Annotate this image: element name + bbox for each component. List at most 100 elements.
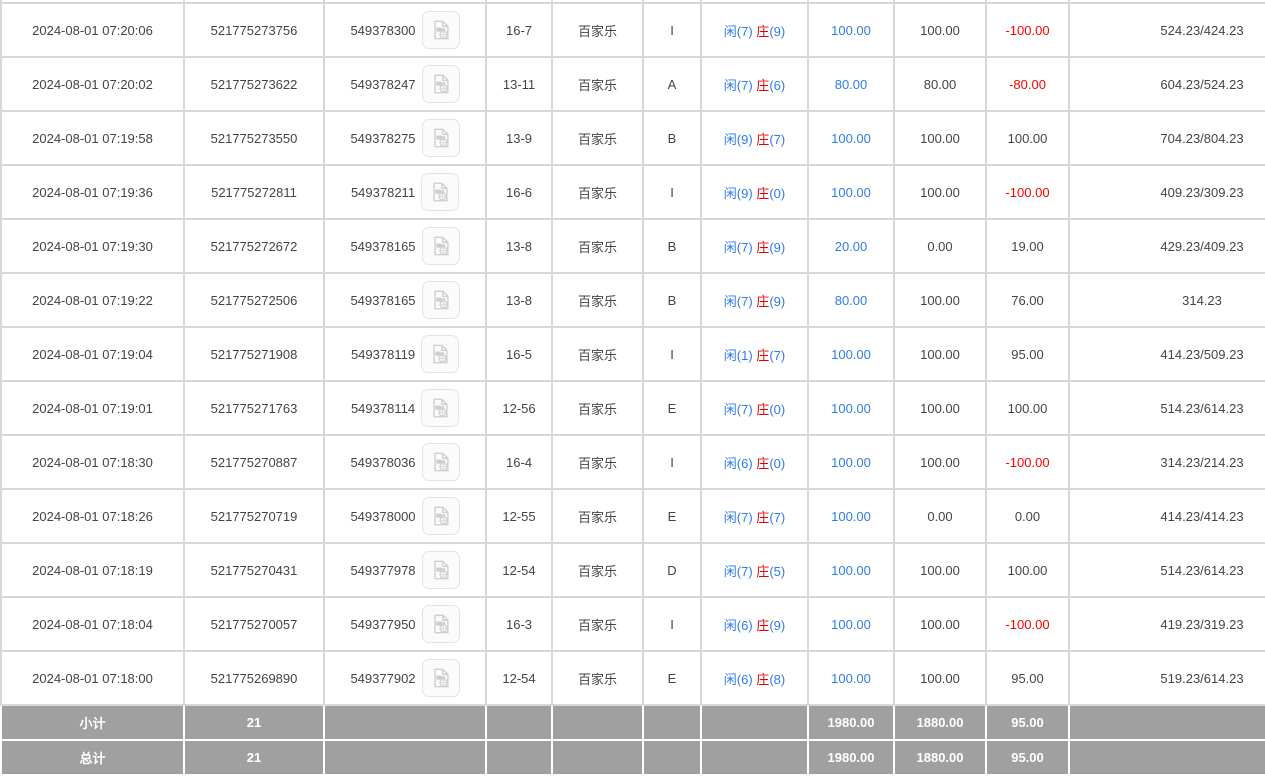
- bet-amount-link[interactable]: 100.00: [831, 616, 871, 632]
- result-cell: 闲(7) 庄(6): [702, 58, 807, 110]
- bet-amount-link[interactable]: 100.00: [831, 130, 871, 146]
- bet-amount-link[interactable]: 100.00: [831, 400, 871, 416]
- banker-result-label: 庄: [752, 239, 770, 255]
- balance-cell: 314.23/214.23: [1070, 436, 1265, 488]
- game-type-cell: 百家乐: [553, 4, 642, 56]
- round-id-text: 549377950: [350, 616, 416, 632]
- bet-amount-link[interactable]: 100.00: [831, 22, 871, 38]
- game-type-cell: 百家乐: [553, 490, 642, 542]
- banker-result-value: (9): [769, 239, 786, 255]
- record-row: 2024-08-01 07:18:04 521775270057 549377950…: [2, 598, 1265, 650]
- group-cell: B: [644, 112, 700, 164]
- bet-amount-cell: 100.00: [809, 490, 893, 542]
- round-id-text: 549377902: [350, 670, 416, 686]
- round-id-cell: 549377978: [325, 544, 485, 596]
- record-row: 2024-08-01 07:18:26 521775270719 549378000…: [2, 490, 1265, 542]
- bet-id-cell: 521775272811: [185, 166, 323, 218]
- valid-amount-cell: 0.00: [895, 220, 985, 272]
- valid-amount-cell: 100.00: [895, 328, 985, 380]
- bet-time-cell: 2024-08-01 07:20:06: [2, 4, 183, 56]
- bet-id-cell: 521775271908: [185, 328, 323, 380]
- valid-amount-cell: 80.00: [895, 58, 985, 110]
- video-replay-button[interactable]: [421, 389, 460, 427]
- video-file-icon: [433, 182, 448, 202]
- banker-result-label: 庄: [752, 293, 770, 309]
- bet-id-cell: 521775270719: [185, 490, 323, 542]
- group-cell: E: [644, 382, 700, 434]
- bet-amount-link[interactable]: 100.00: [831, 184, 871, 200]
- bet-time-cell: 2024-08-01 07:19:30: [2, 220, 183, 272]
- video-replay-button[interactable]: [421, 65, 460, 103]
- group-cell: I: [644, 436, 700, 488]
- bet-amount-link[interactable]: 80.00: [834, 292, 868, 308]
- result-cell: 闲(7) 庄(5): [702, 544, 807, 596]
- bet-time-cell: 2024-08-01 07:19:01: [2, 382, 183, 434]
- video-replay-button[interactable]: [421, 11, 460, 49]
- record-row: 2024-08-01 07:19:01 521775271763 549378114…: [2, 382, 1265, 434]
- bet-amount-link[interactable]: 100.00: [831, 508, 871, 524]
- round-id-with-video: 549378000: [329, 497, 481, 535]
- table-round-cell: 12-54: [487, 652, 551, 704]
- bet-amount-link[interactable]: 100.00: [831, 346, 871, 362]
- bet-amount-link[interactable]: 100.00: [831, 562, 871, 578]
- video-replay-button[interactable]: [421, 605, 460, 643]
- result-cell: 闲(1) 庄(7): [702, 328, 807, 380]
- video-replay-button[interactable]: [421, 335, 460, 373]
- records-footer: 小计 21 1980.00 1880.00 95.00 总计 21 1980.0…: [2, 706, 1265, 774]
- video-replay-button[interactable]: [421, 551, 460, 589]
- bet-amount-link[interactable]: 100.00: [831, 454, 871, 470]
- round-id-with-video: 549378114: [329, 389, 481, 427]
- bet-id-cell: 521775272672: [185, 220, 323, 272]
- player-result: 闲(7): [723, 293, 753, 309]
- round-id-with-video: 549377978: [329, 551, 481, 589]
- video-replay-button[interactable]: [421, 173, 460, 211]
- player-result: 闲(7): [723, 239, 753, 255]
- valid-amount-cell: 100.00: [895, 274, 985, 326]
- round-id-cell: 549378119: [325, 328, 485, 380]
- win-loss-cell: -100.00: [987, 166, 1068, 218]
- video-replay-button[interactable]: [421, 659, 460, 697]
- round-id-with-video: 549378300: [329, 11, 481, 49]
- balance-cell: 604.23/524.23: [1070, 58, 1265, 110]
- bet-id-cell: 521775272506: [185, 274, 323, 326]
- subtotal-label-cell: 小计: [2, 706, 183, 739]
- banker-result-label: 庄: [752, 23, 770, 39]
- table-round-cell: 16-4: [487, 436, 551, 488]
- record-row: 2024-08-01 07:19:30 521775272672 549378165…: [2, 220, 1265, 272]
- bet-time-cell: 2024-08-01 07:19:58: [2, 112, 183, 164]
- valid-amount-cell: 0.00: [895, 490, 985, 542]
- bet-id-cell: 521775273622: [185, 58, 323, 110]
- table-round-cell: 13-8: [487, 220, 551, 272]
- bet-amount-link[interactable]: 20.00: [834, 238, 868, 254]
- round-id-with-video: 549378165: [329, 227, 481, 265]
- video-replay-button[interactable]: [421, 281, 460, 319]
- player-result: 闲(9): [723, 185, 753, 201]
- round-id-text: 549378300: [350, 22, 416, 38]
- round-id-text: 549378114: [350, 400, 416, 416]
- video-replay-button[interactable]: [421, 119, 460, 157]
- group-cell: B: [644, 220, 700, 272]
- bet-amount-link[interactable]: 100.00: [831, 670, 871, 686]
- bet-amount-link[interactable]: 80.00: [834, 76, 868, 92]
- balance-cell: 429.23/409.23: [1070, 220, 1265, 272]
- banker-result-label: 庄: [752, 617, 770, 633]
- record-row: 2024-08-01 07:19:22 521775272506 549378165…: [2, 274, 1265, 326]
- table-round-cell: 12-54: [487, 544, 551, 596]
- round-id-cell: 549378114: [325, 382, 485, 434]
- player-result: 闲(6): [723, 617, 753, 633]
- banker-result-value: (9): [769, 293, 786, 309]
- result-cell: 闲(7) 庄(7): [702, 490, 807, 542]
- video-file-icon: [433, 290, 449, 310]
- video-file-icon: [433, 452, 449, 472]
- total-valid-cell: 1880.00: [895, 741, 985, 774]
- banker-result-value: (9): [769, 23, 786, 39]
- video-replay-button[interactable]: [421, 227, 460, 265]
- group-cell: I: [644, 328, 700, 380]
- subtotal-row: 小计 21 1980.00 1880.00 95.00: [2, 706, 1265, 739]
- table-round-cell: 13-8: [487, 274, 551, 326]
- table-round-cell: 16-5: [487, 328, 551, 380]
- video-replay-button[interactable]: [421, 497, 460, 535]
- video-replay-button[interactable]: [421, 443, 460, 481]
- round-id-with-video: 549378119: [329, 335, 481, 373]
